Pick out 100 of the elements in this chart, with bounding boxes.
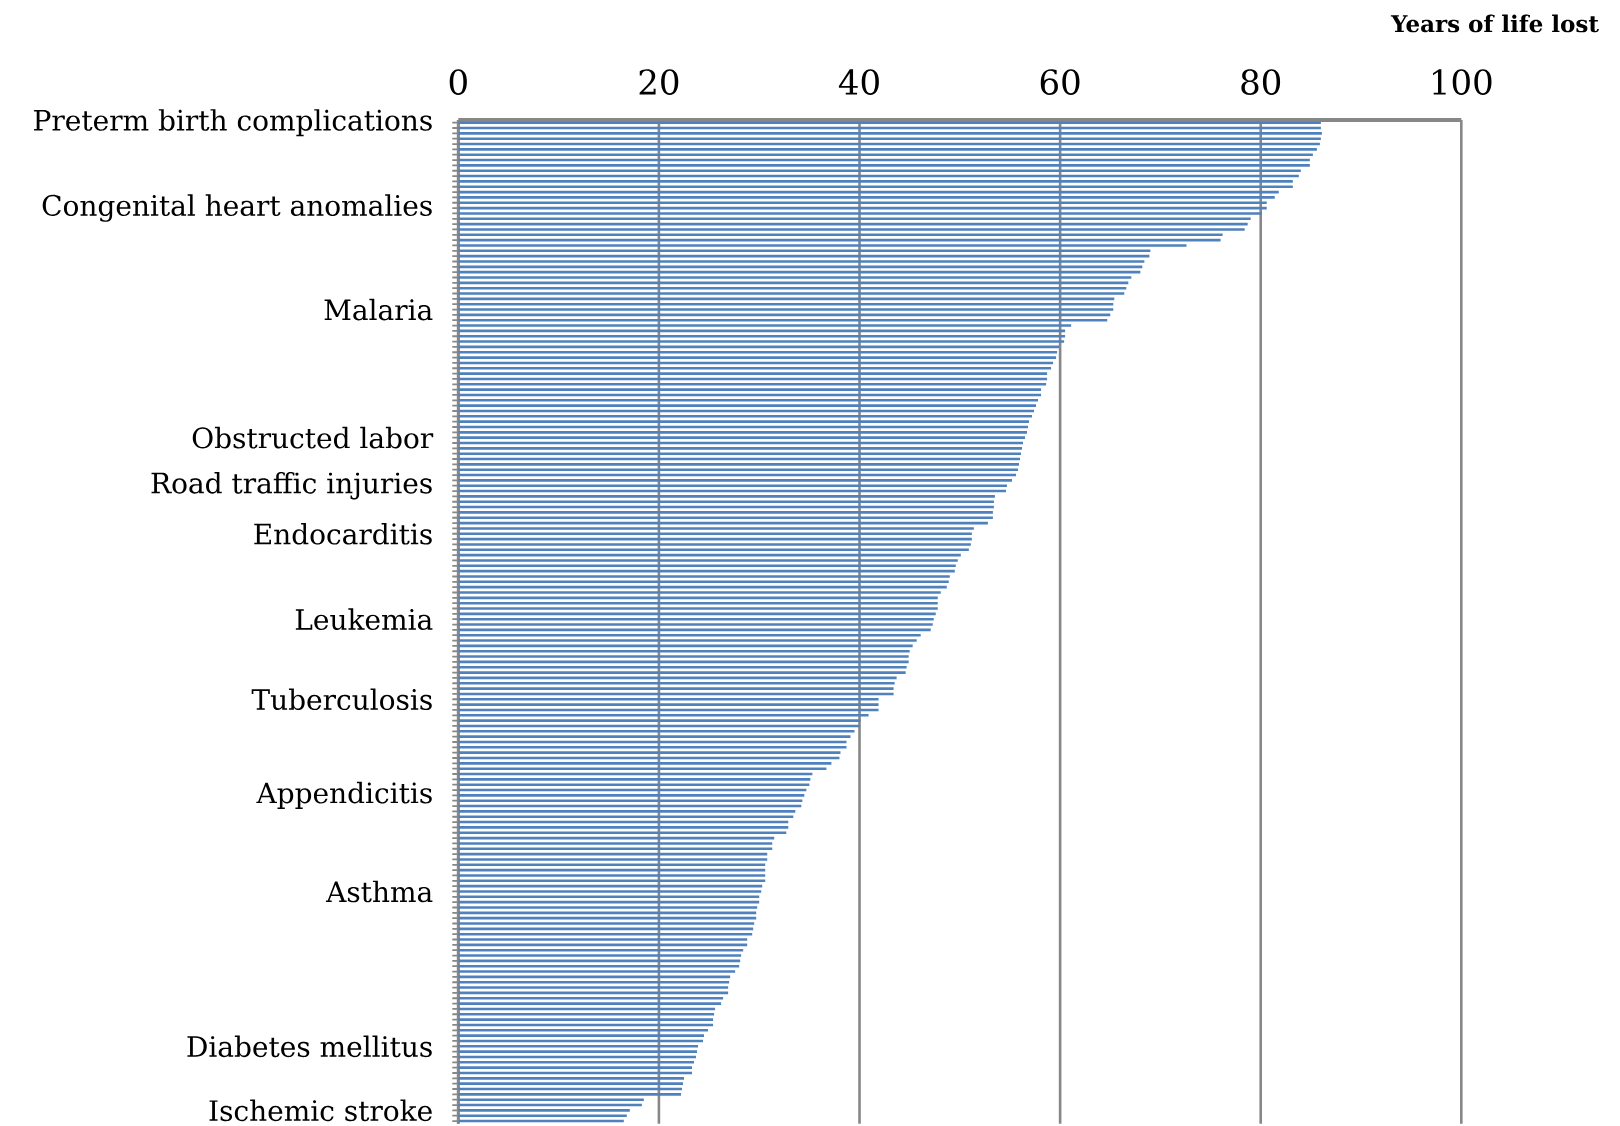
- bar: [458, 212, 1262, 215]
- y-tick-label: Obstructed labor: [192, 426, 434, 449]
- bar: [458, 244, 1187, 247]
- bar: [458, 815, 794, 819]
- bar: [458, 196, 1275, 199]
- bar: [458, 1109, 630, 1112]
- bar: [458, 1050, 698, 1053]
- bar: [458, 810, 796, 813]
- bar: [458, 986, 729, 989]
- bar: [458, 890, 762, 893]
- bar: [458, 762, 832, 765]
- bar: [458, 511, 993, 514]
- bar: [458, 1002, 722, 1005]
- bar: [458, 607, 938, 610]
- bar: [458, 783, 810, 786]
- bar: [458, 778, 811, 781]
- y-tick-label: Leukemia: [295, 608, 433, 631]
- bar: [458, 388, 1042, 391]
- y-tick-label: Road traffic injuries: [151, 471, 432, 500]
- bar: [458, 463, 1019, 466]
- bar: [458, 495, 995, 498]
- bar: [458, 980, 730, 984]
- bar: [458, 148, 1317, 151]
- bar: [458, 185, 1293, 189]
- bar: [458, 340, 1065, 343]
- bar: [458, 543, 971, 546]
- x-tick-label: 100: [1433, 69, 1492, 95]
- bar: [458, 356, 1057, 359]
- bar: [458, 447, 1022, 450]
- bar: [458, 703, 879, 706]
- x-tick-label: 40: [838, 69, 879, 95]
- bar: [458, 1028, 709, 1032]
- y-tick-label: Preterm birth complications: [34, 109, 432, 137]
- bar: [458, 799, 803, 803]
- bar: [458, 719, 861, 722]
- bar: [458, 746, 847, 749]
- bar: [458, 687, 894, 690]
- bar: [458, 639, 917, 642]
- bar: [458, 649, 910, 653]
- y-tick-label: Congenital heart anomalies: [42, 194, 432, 222]
- bar: [458, 922, 755, 925]
- bar: [458, 954, 742, 957]
- bar: [458, 633, 921, 637]
- bar: [458, 964, 740, 968]
- bar: [458, 180, 1293, 183]
- bar: [458, 404, 1037, 407]
- bar: [458, 996, 724, 1000]
- x-tick-label: 80: [1241, 69, 1281, 95]
- bar: [458, 623, 933, 626]
- bar: [458, 436, 1025, 439]
- bar: [458, 484, 1007, 488]
- y-tick-label: Ischemic stroke: [209, 1099, 432, 1122]
- bar: [458, 858, 768, 861]
- bar: [458, 1114, 627, 1117]
- bar: [458, 665, 907, 669]
- bar: [458, 591, 941, 594]
- bar: [458, 1077, 684, 1080]
- bar: [458, 1098, 644, 1101]
- bar: [458, 1061, 695, 1064]
- bar: [458, 420, 1030, 423]
- bar: [458, 308, 1114, 311]
- bar: [458, 767, 827, 770]
- bar: [458, 559, 958, 562]
- bar: [458, 1034, 705, 1037]
- bar: [458, 938, 748, 941]
- bar: [458, 532, 972, 536]
- bar: [458, 169, 1301, 173]
- bar: [458, 228, 1245, 231]
- bar: [458, 906, 758, 909]
- bar: [458, 697, 879, 701]
- bar: [458, 1012, 715, 1016]
- bar: [458, 164, 1310, 167]
- x-tick-label: 0: [449, 69, 467, 95]
- bar: [458, 1093, 681, 1096]
- bar: [458, 500, 994, 504]
- bar: [458, 874, 766, 877]
- bar: [458, 324, 1072, 327]
- bar: [458, 334, 1066, 338]
- y-tick-label: Diabetes mellitus: [187, 1035, 432, 1058]
- bar: [458, 233, 1223, 237]
- bar: [458, 863, 766, 867]
- bar: [458, 132, 1322, 135]
- bar: [458, 260, 1145, 263]
- y-tick-label: Asthma: [325, 880, 433, 903]
- y-tick-label: Malaria: [324, 298, 433, 321]
- bar: [458, 366, 1052, 370]
- bar: [458, 276, 1132, 279]
- bar: [458, 948, 744, 952]
- bar: [458, 1066, 692, 1069]
- bar: [458, 431, 1028, 434]
- y-tick-label: Tuberculosis: [251, 688, 432, 711]
- bar: [458, 831, 787, 835]
- bar: [458, 137, 1321, 140]
- x-tick-label: 20: [639, 69, 679, 95]
- bar: [458, 382, 1047, 386]
- bar: [458, 1018, 714, 1021]
- y-tick-label: Endocarditis: [254, 522, 432, 545]
- bar: [458, 452, 1021, 455]
- bar: [458, 399, 1039, 402]
- bar: [458, 794, 805, 797]
